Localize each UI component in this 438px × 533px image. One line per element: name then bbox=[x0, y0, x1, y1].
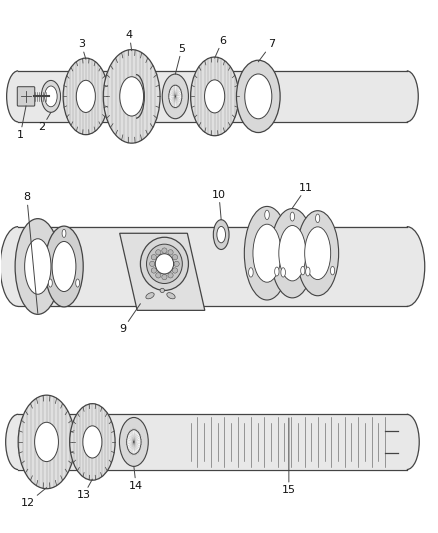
Ellipse shape bbox=[76, 80, 95, 112]
Text: 3: 3 bbox=[78, 39, 86, 59]
Text: 9: 9 bbox=[120, 304, 141, 334]
Ellipse shape bbox=[15, 219, 60, 314]
Ellipse shape bbox=[279, 225, 306, 281]
Ellipse shape bbox=[167, 293, 175, 299]
Ellipse shape bbox=[127, 430, 141, 454]
Ellipse shape bbox=[253, 224, 281, 282]
Ellipse shape bbox=[83, 426, 102, 458]
Ellipse shape bbox=[305, 227, 331, 280]
Ellipse shape bbox=[168, 249, 173, 255]
Ellipse shape bbox=[191, 57, 239, 136]
Ellipse shape bbox=[306, 267, 310, 276]
Ellipse shape bbox=[244, 206, 290, 300]
Ellipse shape bbox=[70, 403, 115, 480]
Ellipse shape bbox=[245, 74, 272, 119]
Ellipse shape bbox=[146, 293, 154, 299]
FancyBboxPatch shape bbox=[17, 87, 35, 106]
Ellipse shape bbox=[173, 268, 178, 273]
Ellipse shape bbox=[275, 267, 279, 276]
Ellipse shape bbox=[249, 268, 253, 277]
Ellipse shape bbox=[150, 261, 155, 266]
Ellipse shape bbox=[18, 395, 75, 489]
Ellipse shape bbox=[120, 417, 148, 466]
Text: 12: 12 bbox=[21, 488, 46, 508]
Ellipse shape bbox=[35, 422, 58, 462]
Ellipse shape bbox=[174, 261, 179, 266]
Ellipse shape bbox=[162, 74, 188, 119]
Text: 14: 14 bbox=[129, 466, 143, 490]
Text: 5: 5 bbox=[175, 44, 185, 74]
Text: 13: 13 bbox=[77, 479, 92, 500]
Ellipse shape bbox=[151, 268, 156, 273]
Ellipse shape bbox=[217, 227, 226, 243]
Ellipse shape bbox=[25, 239, 51, 294]
Text: 7: 7 bbox=[258, 39, 275, 62]
Text: 2: 2 bbox=[39, 112, 51, 132]
Ellipse shape bbox=[147, 244, 182, 284]
Ellipse shape bbox=[213, 220, 229, 249]
Ellipse shape bbox=[45, 226, 83, 307]
Ellipse shape bbox=[141, 237, 188, 290]
Ellipse shape bbox=[301, 266, 305, 275]
Ellipse shape bbox=[297, 211, 339, 296]
Polygon shape bbox=[0, 227, 425, 306]
Ellipse shape bbox=[265, 210, 269, 220]
Text: 11: 11 bbox=[292, 183, 313, 208]
Ellipse shape bbox=[45, 86, 57, 107]
Polygon shape bbox=[6, 414, 419, 470]
Ellipse shape bbox=[63, 58, 109, 135]
Ellipse shape bbox=[315, 214, 320, 223]
Ellipse shape bbox=[173, 255, 178, 260]
Ellipse shape bbox=[155, 254, 173, 274]
Ellipse shape bbox=[162, 248, 167, 253]
Text: 10: 10 bbox=[212, 190, 226, 220]
Text: 15: 15 bbox=[282, 418, 296, 495]
Ellipse shape bbox=[155, 249, 161, 255]
Ellipse shape bbox=[168, 273, 173, 278]
Text: 8: 8 bbox=[23, 192, 38, 313]
Ellipse shape bbox=[52, 241, 76, 292]
Ellipse shape bbox=[205, 80, 225, 113]
Ellipse shape bbox=[103, 50, 160, 143]
Polygon shape bbox=[120, 233, 205, 310]
Ellipse shape bbox=[76, 279, 80, 287]
Ellipse shape bbox=[120, 77, 144, 116]
Ellipse shape bbox=[330, 266, 335, 275]
Ellipse shape bbox=[49, 279, 52, 287]
Ellipse shape bbox=[162, 274, 167, 280]
Ellipse shape bbox=[169, 85, 182, 108]
Text: 1: 1 bbox=[17, 106, 26, 140]
Ellipse shape bbox=[160, 288, 164, 293]
Ellipse shape bbox=[237, 60, 280, 133]
Polygon shape bbox=[7, 71, 418, 122]
Ellipse shape bbox=[62, 229, 66, 237]
Ellipse shape bbox=[281, 268, 286, 277]
Ellipse shape bbox=[155, 273, 161, 278]
Text: 6: 6 bbox=[215, 36, 226, 58]
Ellipse shape bbox=[151, 255, 156, 260]
Ellipse shape bbox=[290, 212, 294, 221]
Text: 4: 4 bbox=[126, 30, 133, 51]
Ellipse shape bbox=[271, 208, 314, 298]
Ellipse shape bbox=[41, 80, 60, 112]
